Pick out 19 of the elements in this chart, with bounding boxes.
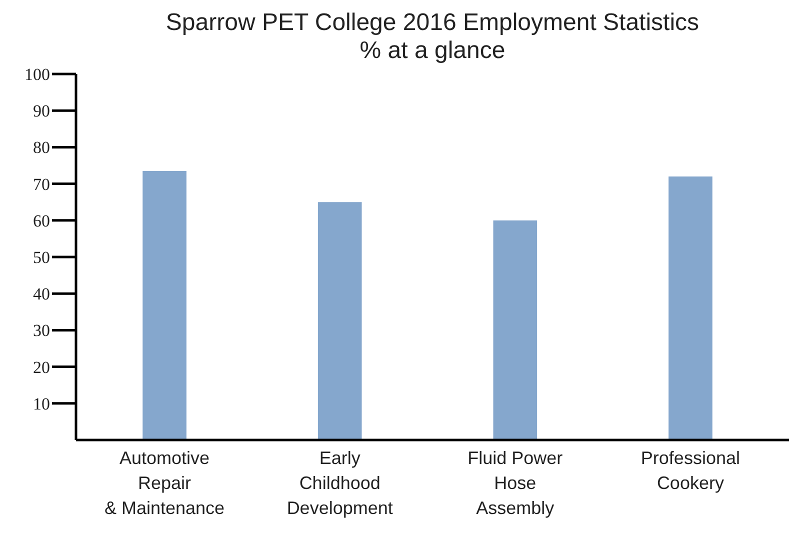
y-tick-label: 70: [33, 174, 50, 194]
chart-title: Sparrow PET College 2016 Employment Statistics % at a glance: [166, 9, 700, 64]
y-tick-label: 10: [33, 394, 50, 414]
x-tick-label: Automotive Repair & Maintenance: [104, 448, 225, 518]
y-tick-label: 100: [24, 64, 50, 84]
y-tick-label: 60: [33, 211, 50, 230]
y-tick-label: 20: [33, 358, 50, 377]
y-tick-label: 30: [33, 321, 50, 340]
y-tick-label: 40: [33, 284, 50, 304]
bar: [318, 202, 362, 440]
y-tick-label: 50: [33, 248, 50, 267]
bar: [142, 170, 186, 440]
y-tick-label: 80: [33, 138, 50, 158]
x-tick-label: Fluid Power Hose Assembly: [468, 448, 563, 518]
x-tick-label: Professional Cookery: [640, 448, 740, 493]
bar: [668, 176, 712, 440]
y-tick-label: 90: [33, 102, 50, 121]
bar: [493, 220, 538, 440]
x-tick-label: Early Childhood Development: [286, 448, 393, 518]
